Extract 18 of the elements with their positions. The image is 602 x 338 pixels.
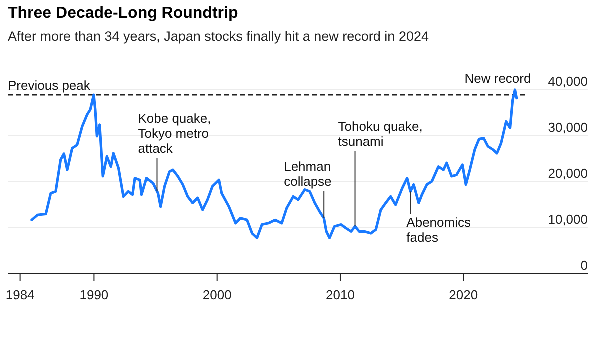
chart-title: Three Decade-Long Roundtrip: [8, 5, 238, 22]
annotation: Kobe quake, Tokyo metro attack: [138, 111, 212, 156]
y-tick-label: 0: [580, 258, 588, 274]
x-tick-label: 2020: [449, 288, 478, 303]
annotation: Lehman collapse: [284, 159, 332, 189]
y-tick-label: 40,000: [548, 74, 588, 90]
x-tick-label: 1990: [80, 288, 109, 303]
chart-subtitle: After more than 34 years, Japan stocks finally hit a new record in 2024: [8, 29, 430, 44]
ref-line-label: Previous peak: [8, 78, 91, 94]
x-tick-label: 1984: [6, 288, 35, 303]
annotation: Abenomics fades: [406, 215, 472, 245]
y-tick-label: 30,000: [548, 120, 588, 136]
x-tick-label: 2010: [326, 288, 355, 303]
x-tick-label: 2000: [202, 288, 232, 303]
annotation: Tohoku quake, tsunami: [338, 119, 423, 149]
y-tick-label: 10,000: [548, 212, 588, 228]
annotation: New record: [464, 71, 532, 86]
y-tick-label: 20,000: [548, 166, 588, 182]
